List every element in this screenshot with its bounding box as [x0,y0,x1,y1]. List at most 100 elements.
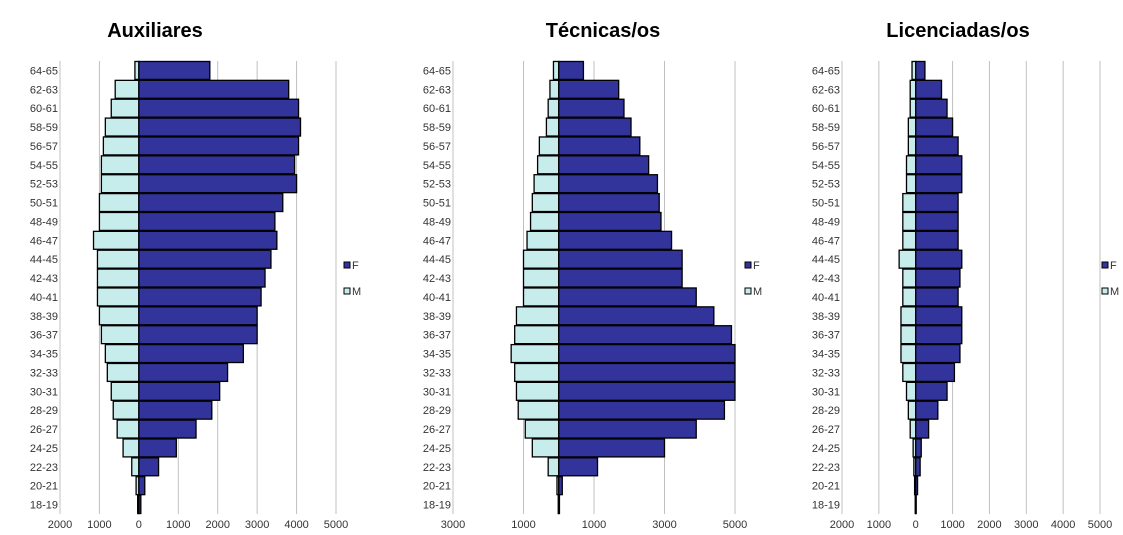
bar-m [524,250,559,268]
y-tick-label: 60-61 [423,103,451,115]
bar-m [907,382,916,400]
legend-label: M [352,286,361,298]
y-tick-label: 36-37 [30,330,58,342]
y-tick-label: 34-35 [423,349,451,361]
bar-f [139,439,176,457]
pyramid-2: Técnicas/os 3000 1000 1000 3000 5000 18-19 20-2… [423,20,762,531]
bar-m [111,99,139,117]
bar-f [139,401,212,419]
bar-f [139,496,141,514]
bar-f [916,269,960,287]
x-tick-label: 1000 [166,519,190,531]
y-tick-label: 30-31 [812,386,840,398]
bar-m [910,99,916,117]
bar-m [105,118,139,136]
bar-m [99,194,138,212]
y-tick-label: 36-37 [423,330,451,342]
bar-m [903,288,916,306]
bar-m [132,458,139,476]
bar-m [515,363,559,381]
bar-f [139,345,243,363]
legend-label: M [753,286,762,298]
legend-swatch [344,288,350,294]
y-tick-label: 60-61 [30,103,58,115]
bar-m [99,212,138,230]
y-tick-label: 18-19 [812,500,840,512]
bar-f [139,61,210,79]
y-tick-label: 42-43 [30,273,58,285]
x-tick-label: 2000 [48,519,72,531]
bar-m [548,99,559,117]
y-tick-label: 56-57 [812,141,840,153]
y-tick-label: 38-39 [812,311,840,323]
bar-m [111,382,139,400]
bar-f [139,231,277,249]
x-tick-label: 1000 [867,519,891,531]
y-tick-label: 30-31 [423,386,451,398]
y-tick-label: 48-49 [812,216,840,228]
x-tick-label: 4000 [284,519,308,531]
bar-f [916,496,917,514]
bar-m [910,420,916,438]
bar-f [139,363,228,381]
x-tick-label: 3000 [245,519,269,531]
bar-m [908,118,915,136]
bar-f [916,80,942,98]
y-tick-label: 56-57 [423,141,451,153]
bar-m [908,137,915,155]
y-tick-label: 54-55 [812,160,840,172]
x-tick-label: 1000 [87,519,111,531]
bar-f [139,156,295,174]
bar-f [559,156,649,174]
y-tick-label: 38-39 [423,311,451,323]
bar-f [559,496,560,514]
bar-m [548,458,559,476]
bar-m [103,137,138,155]
y-tick-label: 42-43 [423,273,451,285]
bar-m [97,269,138,287]
y-tick-label: 38-39 [30,311,58,323]
y-tick-label: 26-27 [30,424,58,436]
bar-m [515,326,559,344]
bar-m [532,439,558,457]
legend-swatch [1102,262,1108,268]
bar-f [139,175,297,193]
y-tick-label: 48-49 [423,216,451,228]
bar-m [901,307,916,325]
y-tick-label: 32-33 [812,367,840,379]
bar-f [139,194,283,212]
x-tick-label: 0 [913,519,919,531]
y-tick-label: 18-19 [30,500,58,512]
bar-f [916,477,918,495]
x-tick-label: 3000 [1014,519,1038,531]
y-tick-label: 28-29 [812,405,840,417]
y-tick-label: 46-47 [30,235,58,247]
bar-m [903,212,916,230]
x-tick-label: 3000 [652,519,676,531]
bar-m [546,118,558,136]
bar-f [559,458,598,476]
y-tick-label: 64-65 [30,65,58,77]
y-tick-label: 40-41 [812,292,840,304]
bar-m [101,326,138,344]
bar-f [559,80,619,98]
bar-f [916,363,955,381]
bar-m [524,288,559,306]
legend-label: M [1110,286,1119,298]
legend: FM [344,260,361,298]
bar-f [559,477,563,495]
bar-f [916,307,962,325]
bar-f [916,382,947,400]
x-tick-label: 0 [136,519,142,531]
bar-m [511,345,559,363]
legend: FM [1102,260,1119,298]
y-tick-label: 58-59 [30,122,58,134]
bar-m [94,231,139,249]
y-tick-label: 42-43 [812,273,840,285]
x-tick-label: 2000 [205,519,229,531]
bar-m [903,363,916,381]
bar-m [910,80,916,98]
bar-f [916,420,929,438]
y-tick-label: 20-21 [30,481,58,493]
bar-f [916,250,962,268]
